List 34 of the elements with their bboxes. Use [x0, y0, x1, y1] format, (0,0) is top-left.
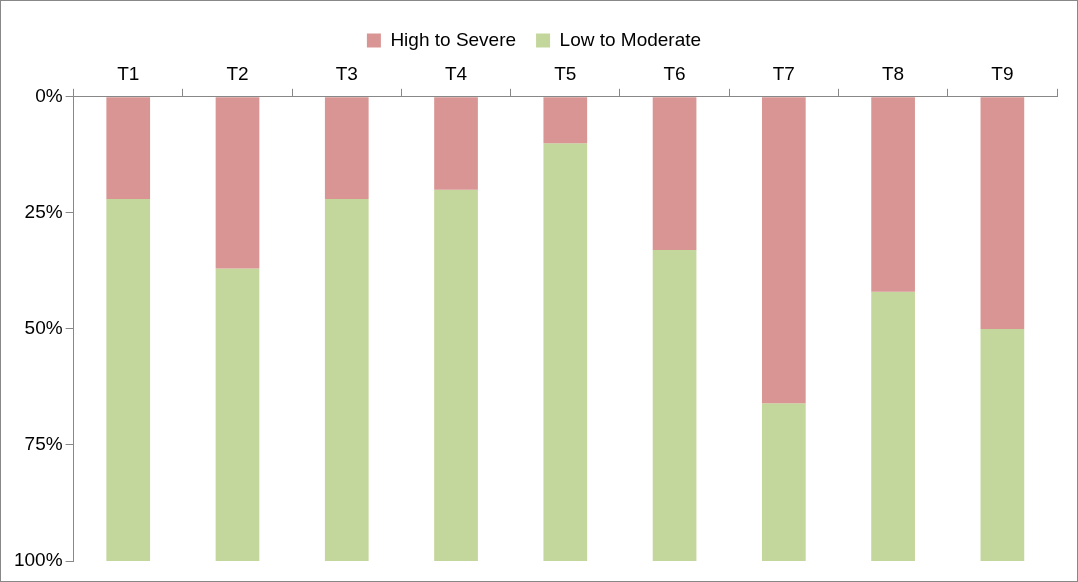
x-tick-label: T5	[554, 62, 577, 84]
bar	[761, 97, 806, 404]
x-tick-label: T4	[444, 62, 468, 84]
y-tick-label: 25%	[24, 201, 63, 223]
bar	[324, 97, 369, 199]
y-tick-label: 75%	[24, 433, 63, 455]
legend-label: High to Severe	[390, 28, 517, 50]
bar	[434, 97, 478, 190]
bar	[543, 143, 588, 561]
x-tick-label: T6	[663, 62, 686, 84]
x-tick-label: T2	[226, 62, 249, 84]
bar	[980, 328, 1025, 561]
bar	[324, 198, 369, 561]
x-tick-label: T3	[335, 62, 358, 84]
bar	[543, 97, 588, 144]
x-tick-label: T9	[991, 62, 1014, 84]
bar	[106, 97, 151, 199]
y-tick-label: 100%	[13, 549, 63, 571]
bar	[652, 97, 697, 250]
bar	[215, 97, 260, 269]
bar	[871, 97, 915, 292]
bar	[871, 291, 915, 561]
x-tick-label: T7	[772, 62, 795, 84]
legend-label: Low to Moderate	[559, 28, 702, 50]
y-tick-label: 50%	[24, 317, 63, 339]
bar	[106, 198, 151, 561]
y-tick-label: 0%	[35, 85, 63, 107]
bar	[980, 97, 1025, 329]
bar	[215, 268, 260, 561]
x-tick-label: T8	[882, 62, 905, 84]
bar	[434, 189, 478, 561]
x-tick-label: T1	[117, 62, 140, 84]
bar	[652, 249, 697, 561]
bar	[761, 403, 806, 561]
